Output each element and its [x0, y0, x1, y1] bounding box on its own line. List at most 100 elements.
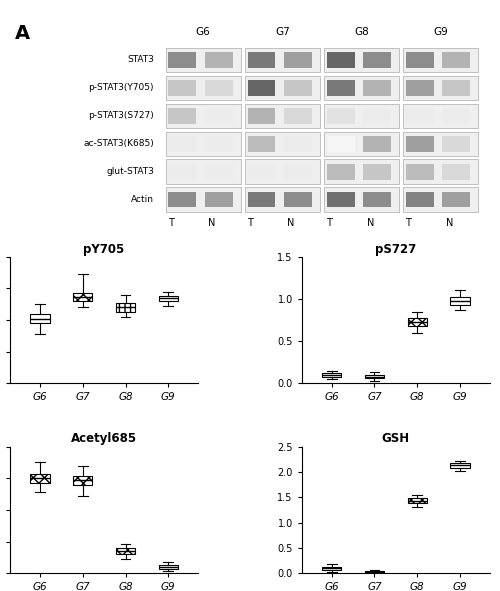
FancyBboxPatch shape [248, 192, 276, 207]
PathPatch shape [450, 463, 469, 468]
Text: G6: G6 [196, 27, 210, 37]
FancyBboxPatch shape [403, 103, 478, 128]
FancyBboxPatch shape [363, 52, 391, 68]
Title: pY705: pY705 [84, 242, 124, 255]
PathPatch shape [365, 571, 384, 573]
FancyBboxPatch shape [442, 80, 470, 96]
Text: T: T [406, 218, 411, 228]
FancyBboxPatch shape [284, 164, 312, 180]
FancyBboxPatch shape [403, 132, 478, 156]
FancyBboxPatch shape [406, 80, 434, 96]
Text: G8: G8 [354, 27, 369, 37]
PathPatch shape [408, 317, 427, 326]
FancyBboxPatch shape [327, 52, 354, 68]
FancyBboxPatch shape [403, 187, 478, 212]
FancyBboxPatch shape [324, 160, 400, 184]
FancyBboxPatch shape [166, 76, 241, 100]
FancyBboxPatch shape [244, 160, 320, 184]
FancyBboxPatch shape [327, 80, 354, 96]
FancyBboxPatch shape [205, 80, 233, 96]
FancyBboxPatch shape [324, 103, 400, 128]
FancyBboxPatch shape [205, 108, 233, 124]
FancyBboxPatch shape [205, 136, 233, 152]
FancyBboxPatch shape [284, 80, 312, 96]
FancyBboxPatch shape [205, 192, 233, 207]
FancyBboxPatch shape [403, 76, 478, 100]
FancyBboxPatch shape [442, 164, 470, 180]
FancyBboxPatch shape [363, 192, 391, 207]
FancyBboxPatch shape [327, 164, 354, 180]
FancyBboxPatch shape [244, 103, 320, 128]
FancyBboxPatch shape [248, 52, 276, 68]
FancyBboxPatch shape [166, 48, 241, 72]
Text: p-STAT3(Y705): p-STAT3(Y705) [88, 83, 154, 92]
PathPatch shape [322, 567, 342, 570]
PathPatch shape [116, 303, 135, 312]
FancyBboxPatch shape [442, 52, 470, 68]
FancyBboxPatch shape [248, 164, 276, 180]
FancyBboxPatch shape [442, 192, 470, 207]
FancyBboxPatch shape [248, 80, 276, 96]
FancyBboxPatch shape [406, 108, 434, 124]
Text: T: T [247, 218, 253, 228]
FancyBboxPatch shape [363, 80, 391, 96]
FancyBboxPatch shape [166, 103, 241, 128]
FancyBboxPatch shape [284, 108, 312, 124]
FancyBboxPatch shape [406, 164, 434, 180]
Text: STAT3: STAT3 [127, 56, 154, 64]
FancyBboxPatch shape [324, 76, 400, 100]
Text: N: N [208, 218, 216, 228]
PathPatch shape [116, 548, 135, 554]
FancyBboxPatch shape [166, 187, 241, 212]
Text: N: N [366, 218, 374, 228]
Text: A: A [15, 24, 30, 43]
FancyBboxPatch shape [442, 108, 470, 124]
PathPatch shape [73, 293, 92, 301]
FancyBboxPatch shape [406, 52, 434, 68]
Text: G7: G7 [275, 27, 290, 37]
FancyBboxPatch shape [442, 136, 470, 152]
FancyBboxPatch shape [284, 192, 312, 207]
Text: p-STAT3(S727): p-STAT3(S727) [88, 111, 154, 121]
FancyBboxPatch shape [244, 187, 320, 212]
FancyBboxPatch shape [327, 192, 354, 207]
FancyBboxPatch shape [168, 192, 196, 207]
Text: T: T [168, 218, 173, 228]
Title: pS727: pS727 [376, 242, 416, 255]
PathPatch shape [322, 373, 342, 376]
PathPatch shape [408, 498, 427, 504]
PathPatch shape [158, 296, 178, 301]
FancyBboxPatch shape [324, 187, 400, 212]
FancyBboxPatch shape [168, 80, 196, 96]
FancyBboxPatch shape [166, 160, 241, 184]
FancyBboxPatch shape [406, 136, 434, 152]
FancyBboxPatch shape [205, 52, 233, 68]
FancyBboxPatch shape [168, 164, 196, 180]
FancyBboxPatch shape [244, 132, 320, 156]
PathPatch shape [450, 297, 469, 305]
PathPatch shape [30, 314, 50, 323]
FancyBboxPatch shape [327, 136, 354, 152]
FancyBboxPatch shape [244, 76, 320, 100]
Text: Actin: Actin [131, 195, 154, 204]
Text: glut-STAT3: glut-STAT3 [106, 167, 154, 176]
FancyBboxPatch shape [403, 48, 478, 72]
PathPatch shape [158, 565, 178, 569]
Text: N: N [288, 218, 295, 228]
FancyBboxPatch shape [166, 132, 241, 156]
Title: GSH: GSH [382, 433, 410, 446]
FancyBboxPatch shape [327, 108, 354, 124]
Text: ac-STAT3(K685): ac-STAT3(K685) [83, 139, 154, 148]
Title: Acetyl685: Acetyl685 [71, 433, 137, 446]
Text: B: B [15, 260, 30, 279]
FancyBboxPatch shape [168, 52, 196, 68]
FancyBboxPatch shape [248, 108, 276, 124]
FancyBboxPatch shape [406, 192, 434, 207]
Text: N: N [446, 218, 454, 228]
FancyBboxPatch shape [168, 108, 196, 124]
PathPatch shape [73, 476, 92, 485]
FancyBboxPatch shape [205, 164, 233, 180]
FancyBboxPatch shape [324, 132, 400, 156]
PathPatch shape [365, 375, 384, 378]
FancyBboxPatch shape [403, 160, 478, 184]
